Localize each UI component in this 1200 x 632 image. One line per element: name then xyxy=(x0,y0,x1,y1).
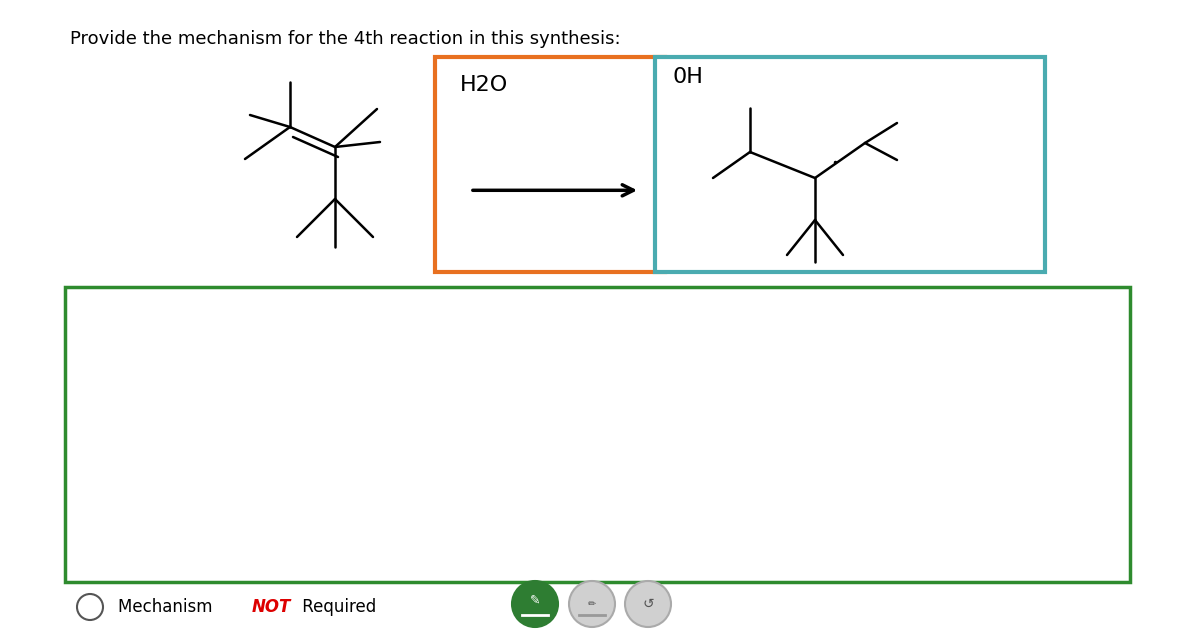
Text: 0H: 0H xyxy=(673,67,704,87)
Bar xyxy=(65,287,1130,582)
Circle shape xyxy=(569,581,616,627)
Text: ↺: ↺ xyxy=(642,597,654,611)
Circle shape xyxy=(625,581,671,627)
Text: NOT: NOT xyxy=(252,598,292,616)
Text: ✎: ✎ xyxy=(529,593,540,607)
Text: H2O: H2O xyxy=(460,75,509,95)
Circle shape xyxy=(512,581,558,627)
Bar xyxy=(434,57,665,272)
Text: Provide the mechanism for the 4th reaction in this synthesis:: Provide the mechanism for the 4th reacti… xyxy=(70,30,620,48)
Text: Required: Required xyxy=(298,598,377,616)
Text: Mechanism: Mechanism xyxy=(118,598,217,616)
Bar xyxy=(655,57,1045,272)
Text: ✏: ✏ xyxy=(588,599,596,609)
Circle shape xyxy=(77,594,103,620)
